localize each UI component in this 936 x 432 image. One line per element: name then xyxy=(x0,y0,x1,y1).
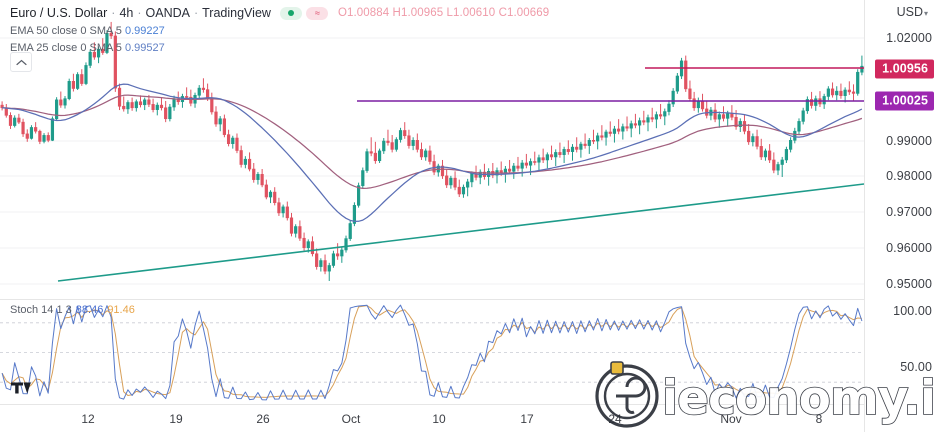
price-tick: 0.96000 xyxy=(886,241,932,255)
stoch-tick: 50.00 xyxy=(900,360,932,374)
time-tick: 17 xyxy=(520,412,534,426)
time-tick: 10 xyxy=(432,412,446,426)
currency-selector[interactable]: USD▾ xyxy=(897,5,928,19)
stochastic-pane[interactable]: Stoch 14 1 3 88.46 91.46 xyxy=(0,299,864,404)
price-tick: 0.95000 xyxy=(886,277,932,291)
time-tick: 19 xyxy=(169,412,183,426)
chevron-down-icon: ▾ xyxy=(923,9,928,18)
price-pane[interactable] xyxy=(0,0,864,298)
ascending-trendline[interactable] xyxy=(57,183,864,282)
chevron-up-icon xyxy=(15,59,27,65)
collapse-legend-button[interactable] xyxy=(10,52,32,72)
price-level-badge[interactable]: 1.00025 xyxy=(875,91,934,111)
price-tick: 0.97000 xyxy=(886,205,932,219)
price-level-badge[interactable]: 1.00956 xyxy=(875,59,934,79)
time-tick: 26 xyxy=(256,412,270,426)
price-tick: 0.98000 xyxy=(886,169,932,183)
time-tick: Nov xyxy=(720,412,742,426)
stoch-k-line xyxy=(1,304,863,401)
candle-series xyxy=(0,21,864,281)
time-scale[interactable]: 12 19 26 Oct 10 17 24 Nov 8 xyxy=(0,404,864,432)
stoch-d-line xyxy=(1,305,862,398)
time-tick: 24 xyxy=(608,412,622,426)
time-tick: 8 xyxy=(815,412,823,426)
ema-50-line xyxy=(2,94,863,190)
time-tick: 12 xyxy=(81,412,95,426)
stoch-tick: 100.00 xyxy=(893,304,932,318)
ema-25-line xyxy=(2,83,863,223)
tv-logo-icon xyxy=(11,382,31,394)
price-tick: 0.99000 xyxy=(886,134,932,148)
price-tick: 1.02000 xyxy=(886,31,932,45)
price-scale[interactable]: USD▾ 1.02000 0.99000 0.98000 0.97000 0.96000… xyxy=(864,0,936,432)
time-tick: Oct xyxy=(341,412,361,426)
tradingview-logo[interactable] xyxy=(11,379,37,399)
currency-label: USD xyxy=(896,5,923,19)
